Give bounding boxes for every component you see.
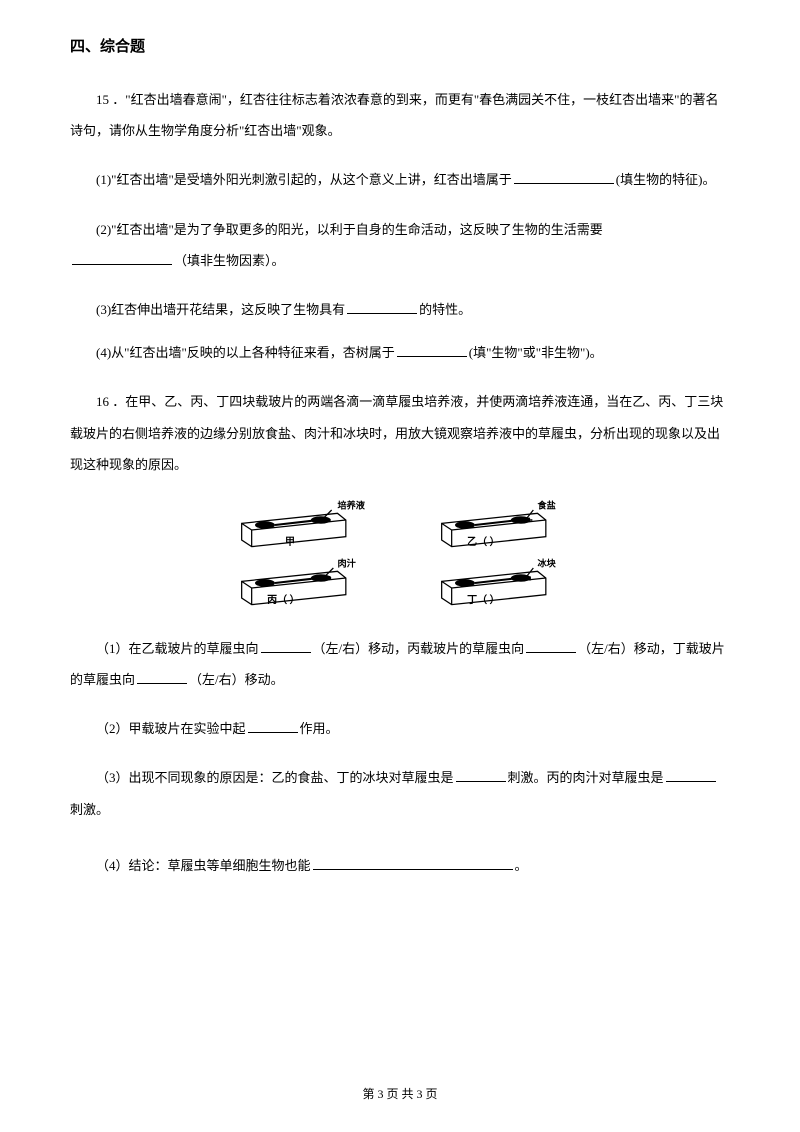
q15-sub3-a: (3)红杏伸出墙开花结果，这反映了生物具有	[96, 302, 345, 317]
q16-intro: 16 ．在甲、乙、丙、丁四块载玻片的两端各滴一滴草履虫培养液，并使两滴培养液连通…	[70, 386, 730, 480]
page-footer: 第 3 页 共 3 页	[0, 1085, 800, 1102]
section-title: 四、综合题	[70, 35, 730, 56]
q16-sub2-a: （2）甲载玻片在实验中起	[96, 721, 246, 736]
blank[interactable]	[526, 637, 576, 653]
blank[interactable]	[137, 668, 187, 684]
q16-number: 16 ．	[96, 394, 125, 409]
blank[interactable]	[72, 249, 172, 265]
blank[interactable]	[347, 298, 417, 314]
experiment-diagram: 培养液 甲 肉汁 丙（ ） 食盐	[70, 500, 730, 608]
q15-sub4-b: (填"生物"或"非生物")。	[469, 345, 603, 360]
diagram-left-column: 培养液 甲 肉汁 丙（ ）	[230, 500, 370, 608]
q16-sub4-a: （4）结论：草履虫等单细胞生物也能	[96, 858, 311, 873]
q16-sub1: （1）在乙载玻片的草履虫向（左/右）移动，丙载玻片的草履虫向（左/右）移动，丁载…	[70, 633, 730, 695]
slide-bing: 肉汁 丙（ ）	[230, 558, 370, 608]
label-rouzhi: 肉汁	[338, 558, 356, 568]
q16-sub1-a: （1）在乙载玻片的草履虫向	[96, 641, 259, 656]
label-bing: 丙（ ）	[267, 593, 300, 606]
q16-sub4: （4）结论：草履虫等单细胞生物也能 。	[70, 850, 730, 881]
q16-sub3-b: 刺激。丙的肉汁对草履虫是	[508, 770, 664, 785]
label-jia: 甲	[285, 536, 295, 548]
q15-sub3: (3)红杏伸出墙开花结果，这反映了生物具有 的特性。	[70, 294, 730, 325]
blank[interactable]	[248, 717, 298, 733]
q15-number: 15 ．	[96, 92, 125, 107]
q16-sub3-a: （3）出现不同现象的原因是：乙的食盐、丁的冰块对草履虫是	[96, 770, 454, 785]
q15-sub1-b: (填生物的特征)。	[616, 172, 716, 187]
q15-sub2-a: (2)"红杏出墙"是为了争取更多的阳光，以利于自身的生命活动，这反映了生物的生活…	[96, 222, 603, 237]
label-shiyan: 食盐	[537, 500, 556, 510]
q15-sub2: (2)"红杏出墙"是为了争取更多的阳光，以利于自身的生命活动，这反映了生物的生活…	[70, 214, 730, 245]
diagram-right-column: 食盐 乙（ ） 冰块 丁（ ）	[430, 500, 570, 608]
q15-sub3-b: 的特性。	[419, 302, 471, 317]
blank[interactable]	[397, 341, 467, 357]
label-ding: 丁（ ）	[467, 593, 500, 606]
q16-sub2: （2）甲载玻片在实验中起 作用。	[70, 713, 730, 744]
q15-intro-text: "红杏出墙春意闹"，红杏往往标志着浓浓春意的到来，而更有"春色满园关不住，一枝红…	[70, 92, 719, 138]
q15-sub2-cont: （填非生物因素）。	[70, 245, 730, 276]
q16-sub3: （3）出现不同现象的原因是：乙的食盐、丁的冰块对草履虫是 刺激。丙的肉汁对草履虫是…	[70, 762, 730, 824]
q16-sub1-d: （左/右）移动。	[189, 672, 284, 687]
label-yi: 乙（ ）	[467, 535, 500, 548]
q16-sub3-c: 刺激。	[70, 802, 109, 817]
q15-intro: 15 ．"红杏出墙春意闹"，红杏往往标志着浓浓春意的到来，而更有"春色满园关不住…	[70, 84, 730, 146]
label-peiyangye: 培养液	[338, 500, 366, 510]
slide-jia: 培养液 甲	[230, 500, 370, 550]
q16-sub2-b: 作用。	[300, 721, 339, 736]
slide-ding: 冰块 丁（ ）	[430, 558, 570, 608]
blank[interactable]	[313, 854, 513, 870]
q16-intro-text: 在甲、乙、丙、丁四块载玻片的两端各滴一滴草履虫培养液，并使两滴培养液连通，当在乙…	[70, 394, 723, 471]
q15-sub1: (1)"红杏出墙"是受墙外阳光刺激引起的，从这个意义上讲，红杏出墙属于 (填生物的…	[70, 164, 730, 195]
q15-sub4: (4)从"红杏出墙"反映的以上各种特征来看，杏树属于 (填"生物"或"非生物")。	[70, 337, 730, 368]
q15-sub2-b: （填非生物因素）。	[174, 253, 285, 268]
blank[interactable]	[666, 766, 716, 782]
blank[interactable]	[456, 766, 506, 782]
slide-yi: 食盐 乙（ ）	[430, 500, 570, 550]
q15-sub4-a: (4)从"红杏出墙"反映的以上各种特征来看，杏树属于	[96, 345, 395, 360]
blank[interactable]	[514, 168, 614, 184]
q15-sub1-a: (1)"红杏出墙"是受墙外阳光刺激引起的，从这个意义上讲，红杏出墙属于	[96, 172, 512, 187]
q16-sub1-b: （左/右）移动，丙载玻片的草履虫向	[313, 641, 525, 656]
blank[interactable]	[261, 637, 311, 653]
label-bingkuai: 冰块	[538, 558, 557, 568]
q16-sub4-b: 。	[515, 858, 528, 873]
